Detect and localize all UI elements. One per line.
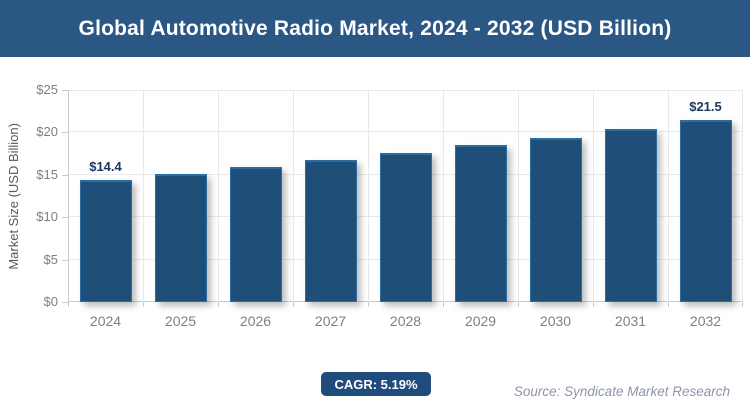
x-tick-label: 2026 (239, 313, 272, 329)
y-tick-mark (62, 90, 68, 91)
source-credit: Source: Syndicate Market Research (513, 384, 730, 399)
gridline-vertical (742, 90, 743, 302)
bar-2028 (379, 152, 432, 302)
gridline-vertical (593, 90, 594, 302)
gridline-vertical (518, 90, 519, 302)
x-tick-label: 2024 (89, 313, 122, 329)
gridline-vertical (143, 90, 144, 302)
y-tick-mark (62, 217, 68, 219)
y-axis-title: Market Size (USD Billion) (2, 90, 24, 302)
y-tick-label: $0 (43, 294, 58, 309)
gridline-vertical (68, 90, 69, 302)
bar-2026 (229, 167, 282, 302)
plot-area: $14.4 $21.5 (68, 90, 743, 302)
bar-2029 (454, 145, 507, 302)
x-tick-label: 2031 (614, 313, 647, 329)
bar-2025 (154, 173, 207, 302)
x-tick-mark (593, 302, 594, 307)
bar-2032 (679, 119, 732, 302)
y-tick-label: $20 (36, 124, 58, 140)
gridline-vertical (443, 90, 444, 302)
y-tick-label: $10 (36, 209, 58, 225)
gridline-horizontal (68, 90, 743, 91)
gridline-vertical (218, 90, 219, 302)
cagr-badge: CAGR: 5.19% (321, 372, 431, 396)
x-tick-mark (293, 302, 294, 307)
x-tick-label: 2030 (539, 313, 572, 329)
gridline-horizontal (68, 131, 743, 133)
bar-2027 (304, 160, 357, 302)
y-tick-label: $15 (36, 166, 58, 182)
gridline-vertical (293, 90, 294, 302)
x-tick-mark (68, 302, 69, 307)
y-tick-mark (62, 132, 68, 134)
bar-value-label: $14.4 (89, 158, 122, 174)
x-tick-label: 2025 (164, 313, 197, 329)
x-tick-label: 2032 (689, 313, 722, 329)
y-tick-label: $25 (36, 82, 58, 97)
y-tick-mark (62, 302, 68, 303)
cagr-badge-label: CAGR: 5.19% (334, 376, 418, 392)
y-axis-title-text: Market Size (USD Billion) (5, 122, 21, 270)
x-tick-mark (518, 302, 519, 307)
bar-2030 (529, 137, 582, 302)
gridline-vertical (668, 90, 669, 302)
x-tick-mark (218, 302, 219, 307)
x-tick-label: 2027 (314, 313, 347, 329)
title-bar: Global Automotive Radio Market, 2024 - 2… (0, 0, 750, 57)
bar-2024 (79, 179, 132, 302)
bar-value-label: $21.5 (689, 98, 722, 114)
chart-title: Global Automotive Radio Market, 2024 - 2… (78, 16, 672, 40)
x-tick-mark (668, 302, 669, 307)
y-tick-mark (62, 259, 68, 261)
y-tick-label: $5 (43, 251, 58, 267)
bar-2031 (604, 129, 657, 302)
x-tick-label: 2029 (464, 313, 497, 329)
x-tick-mark (443, 302, 444, 307)
gridline-vertical (368, 90, 369, 302)
x-tick-mark (368, 302, 369, 307)
x-tick-label: 2028 (389, 313, 422, 329)
x-tick-mark (742, 302, 743, 307)
y-tick-mark (62, 174, 68, 176)
x-tick-mark (143, 302, 144, 307)
